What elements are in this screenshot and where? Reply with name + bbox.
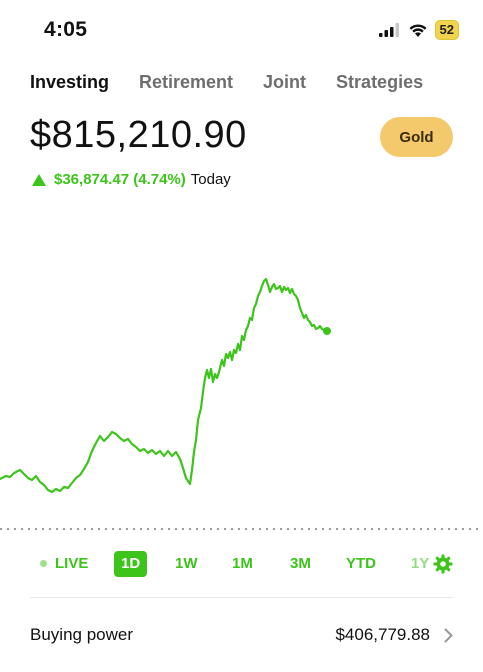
daily-change: $36,874.47 (4.74%) Today <box>32 171 231 188</box>
chevron-right-icon <box>444 628 453 642</box>
wifi-icon <box>409 23 427 37</box>
tab-joint[interactable]: Joint <box>263 72 307 92</box>
gold-button[interactable]: Gold <box>380 117 453 157</box>
gear-icon[interactable] <box>433 554 453 574</box>
portfolio-value: $815,210.90 <box>30 114 247 156</box>
signal-icon <box>378 23 399 37</box>
range-live-label: LIVE <box>55 555 89 572</box>
buying-power-right: $406,779.88 <box>335 625 453 645</box>
account-tabs: Investing Retirement Joint Strategies <box>30 72 453 93</box>
up-arrow-icon <box>32 173 46 186</box>
change-period: Today <box>190 171 231 188</box>
range-1d[interactable]: 1D <box>114 551 148 577</box>
range-1w[interactable]: 1W <box>175 555 198 572</box>
tab-strategies[interactable]: Strategies <box>336 72 424 92</box>
range-1m[interactable]: 1M <box>232 555 253 572</box>
divider <box>30 597 453 598</box>
range-3m[interactable]: 3M <box>290 555 311 572</box>
current-point-marker <box>323 327 331 335</box>
range-ytd[interactable]: YTD <box>346 555 376 572</box>
tab-retirement[interactable]: Retirement <box>139 72 234 92</box>
time-range-selector: LIVE 1D 1W 1M 3M YTD 1Y <box>0 551 483 577</box>
live-dot-icon <box>40 559 47 567</box>
buying-power-row[interactable]: Buying power $406,779.88 <box>30 618 453 652</box>
tab-investing[interactable]: Investing <box>30 72 110 92</box>
status-time: 4:05 <box>44 18 88 41</box>
range-1y[interactable]: 1Y <box>411 555 430 572</box>
status-icons: 52 <box>378 20 459 40</box>
battery-indicator: 52 <box>434 20 459 40</box>
portfolio-line <box>0 277 329 494</box>
range-live[interactable]: LIVE <box>40 551 88 577</box>
buying-power-value: $406,779.88 <box>335 625 430 644</box>
buying-power-label: Buying power <box>30 625 134 644</box>
status-bar: 4:05 52 <box>0 0 483 62</box>
change-value: $36,874.47 (4.74%) <box>54 171 186 188</box>
